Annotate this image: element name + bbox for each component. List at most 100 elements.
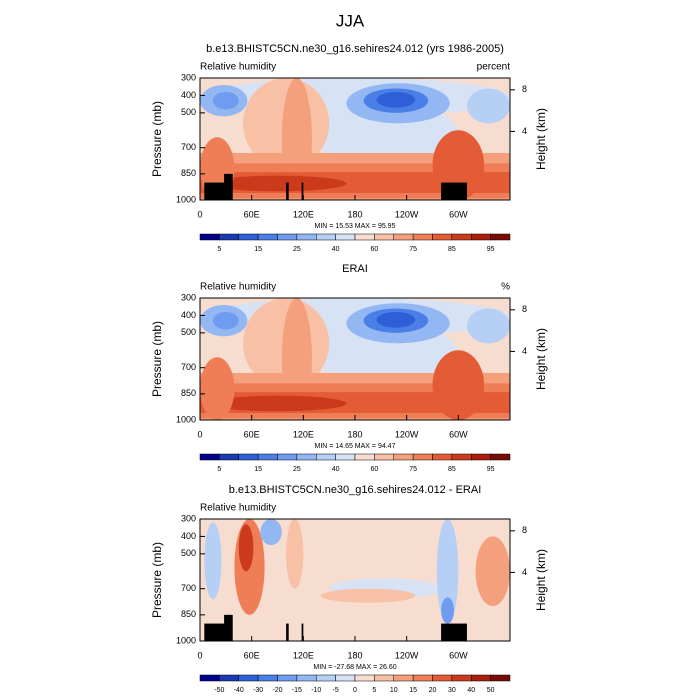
y-tick-label: 500 xyxy=(181,327,196,337)
terrain xyxy=(441,182,467,200)
colorbar-label: 40 xyxy=(332,246,340,253)
colorbar-label: -10 xyxy=(311,687,321,694)
colorbar-box xyxy=(490,674,511,682)
y-axis-label: Pressure (mb) xyxy=(150,321,164,397)
panel-title: b.e13.BHISTC5CN.ne30_g16.sehires24.012 -… xyxy=(229,484,482,496)
colorbar-label: 25 xyxy=(293,246,301,253)
y2-tick-label: 4 xyxy=(522,346,527,356)
colorbar-label: 85 xyxy=(448,466,456,473)
colorbar-box xyxy=(316,674,336,682)
colorbar-box xyxy=(354,674,375,682)
colorbar-label: 5 xyxy=(372,687,376,694)
y2-axis-label: Height (km) xyxy=(534,549,548,611)
min-max: MIN = 14.65 MAX = 94.47 xyxy=(315,443,396,450)
colorbar-box xyxy=(296,674,317,682)
x-tick-label: 180 xyxy=(347,209,362,219)
colorbar-box xyxy=(219,674,239,682)
colorbar-label: 15 xyxy=(409,687,417,694)
x-tick-label: 60W xyxy=(449,209,468,219)
colorbar-box xyxy=(490,233,511,241)
contour-region xyxy=(208,175,347,192)
colorbar-label: 25 xyxy=(293,466,301,473)
x-tick-label: 120W xyxy=(395,429,419,439)
colorbar-label: 40 xyxy=(332,466,340,473)
contour-region xyxy=(208,395,347,412)
panel-title: ERAI xyxy=(342,263,368,275)
colorbar-box xyxy=(432,674,453,682)
contour-region xyxy=(376,91,416,108)
contour-region xyxy=(204,522,222,600)
x-tick-label: 120E xyxy=(293,209,314,219)
colorbar-label: 15 xyxy=(254,466,262,473)
min-max: MIN = 15.53 MAX = 95.95 xyxy=(315,223,396,230)
colorbar-box xyxy=(393,453,414,461)
colorbar-label: 0 xyxy=(353,687,357,694)
y-tick-label: 700 xyxy=(181,583,196,593)
colorbar-box xyxy=(257,453,278,461)
x-tick-label: 0 xyxy=(197,429,202,439)
colorbar-box xyxy=(471,233,491,241)
contour-region xyxy=(200,357,235,420)
colorbar-box xyxy=(277,674,298,682)
colorbar-label: 30 xyxy=(448,687,456,694)
y-tick-label: 1000 xyxy=(176,194,196,204)
colorbar-box xyxy=(393,674,414,682)
colorbar-box xyxy=(490,453,511,461)
y-tick-label: 300 xyxy=(181,72,196,82)
terrain xyxy=(204,182,226,200)
x-tick-label: 180 xyxy=(347,429,362,439)
colorbar-box xyxy=(219,453,239,461)
terrain xyxy=(204,623,226,641)
colorbar-box xyxy=(316,453,336,461)
contour-region xyxy=(432,350,485,420)
y-tick-label: 1000 xyxy=(176,414,196,424)
left-string: Relative humidity xyxy=(200,62,276,73)
y-tick-label: 400 xyxy=(181,310,196,320)
colorbar-label: -30 xyxy=(253,687,263,694)
x-tick-label: 120W xyxy=(395,209,419,219)
colorbar-box xyxy=(296,233,317,241)
colorbar-label: -20 xyxy=(272,687,282,694)
colorbar-box xyxy=(393,233,414,241)
y-tick-label: 850 xyxy=(181,609,196,619)
contour-region xyxy=(376,311,416,328)
colorbar-box xyxy=(432,453,453,461)
x-tick-label: 120W xyxy=(395,650,419,660)
colorbar-label: 60 xyxy=(370,246,378,253)
terrain xyxy=(441,623,467,641)
colorbar-label: 5 xyxy=(217,466,221,473)
colorbar-box xyxy=(412,233,433,241)
x-tick-label: 60W xyxy=(449,650,468,660)
colorbar-label: -5 xyxy=(333,687,339,694)
y-tick-label: 700 xyxy=(181,362,196,372)
contour-field xyxy=(200,78,510,200)
right-string: percent xyxy=(477,62,511,73)
colorbar-box xyxy=(238,233,259,241)
contour-field xyxy=(200,519,510,641)
y2-axis-label: Height (km) xyxy=(534,328,548,390)
colorbar-box xyxy=(296,453,317,461)
contour-region xyxy=(475,536,510,607)
contour-region xyxy=(212,311,239,330)
contour-region xyxy=(436,519,459,624)
colorbar-label: 95 xyxy=(487,466,495,473)
colorbar-box xyxy=(451,233,472,241)
y-tick-label: 400 xyxy=(181,90,196,100)
contour-region xyxy=(466,88,510,124)
x-tick-label: 0 xyxy=(197,650,202,660)
terrain xyxy=(301,623,304,641)
x-tick-label: 60E xyxy=(244,429,260,439)
min-max: MIN = -27.68 MAX = 26.60 xyxy=(313,664,396,671)
colorbar-box xyxy=(374,674,394,682)
colorbar-label: 40 xyxy=(467,687,475,694)
y-tick-label: 400 xyxy=(181,531,196,541)
right-string: % xyxy=(501,282,510,293)
colorbar-box xyxy=(257,233,278,241)
y-tick-label: 700 xyxy=(181,142,196,152)
contour-region xyxy=(212,91,239,110)
colorbar-box xyxy=(238,674,259,682)
colorbar-box xyxy=(471,674,491,682)
colorbar-box xyxy=(432,233,453,241)
terrain xyxy=(224,614,233,641)
colorbar-box xyxy=(199,233,220,241)
